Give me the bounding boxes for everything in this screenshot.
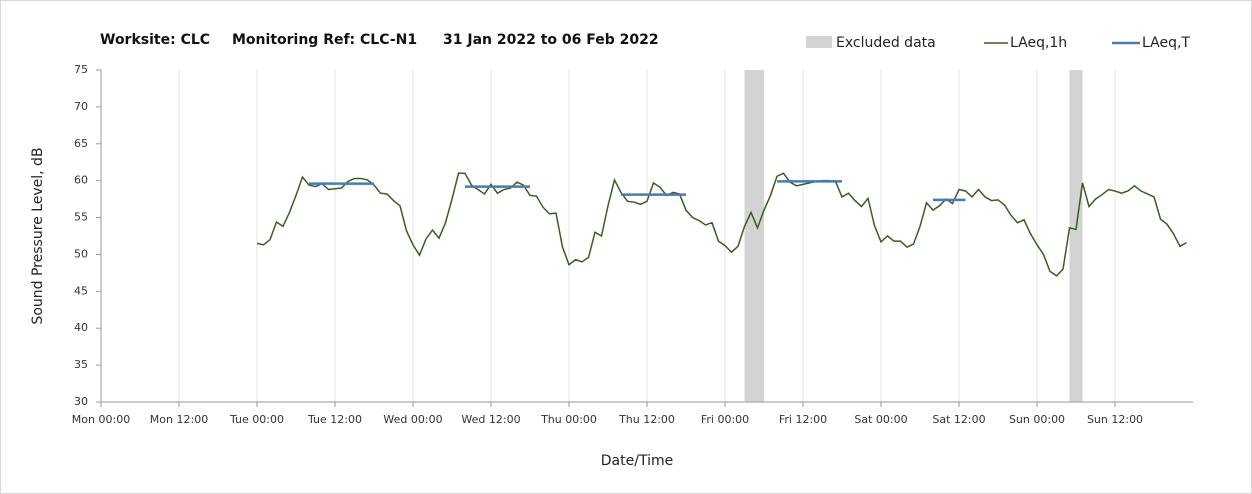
x-tick-label: Fri 12:00 [779,413,827,426]
legend-swatch [806,36,832,48]
x-tick-label: Tue 00:00 [229,413,284,426]
y-tick-label: 30 [74,395,88,408]
chart-title: Worksite: CLC [100,32,210,48]
x-tick-label: Sat 12:00 [932,413,985,426]
chart-title: 31 Jan 2022 to 06 Feb 2022 [443,32,659,48]
x-tick-label: Mon 12:00 [150,413,208,426]
y-tick-label: 75 [74,63,88,76]
y-tick-label: 55 [74,211,88,224]
y-tick-label: 60 [74,174,88,187]
chart-title: Monitoring Ref: CLC-N1 [232,32,417,48]
x-tick-label: Thu 12:00 [618,413,675,426]
legend-label: Excluded data [836,35,936,51]
x-tick-label: Sun 12:00 [1087,413,1143,426]
x-tick-label: Mon 00:00 [72,413,130,426]
x-axis-title: Date/Time [601,453,673,469]
y-axis-title: Sound Pressure Level, dB [30,147,46,324]
legend-label: LAeq,1h [1010,35,1067,51]
line-series [256,172,1187,277]
y-tick-label: 65 [74,137,88,150]
y-tick-label: 50 [74,247,88,260]
x-tick-label: Wed 00:00 [383,413,442,426]
legend-label: LAeq,T [1142,35,1190,51]
excluded-band [1069,70,1083,402]
y-tick-label: 70 [74,100,88,113]
x-tick-label: Sun 00:00 [1009,413,1065,426]
excluded-band [744,70,764,402]
y-tick-label: 45 [74,284,88,297]
x-tick-label: Sat 00:00 [854,413,907,426]
y-tick-label: 40 [74,321,88,334]
x-tick-label: Fri 00:00 [701,413,749,426]
x-tick-label: Thu 00:00 [540,413,597,426]
y-tick-label: 35 [74,358,88,371]
x-tick-label: Tue 12:00 [307,413,362,426]
x-tick-label: Wed 12:00 [461,413,520,426]
